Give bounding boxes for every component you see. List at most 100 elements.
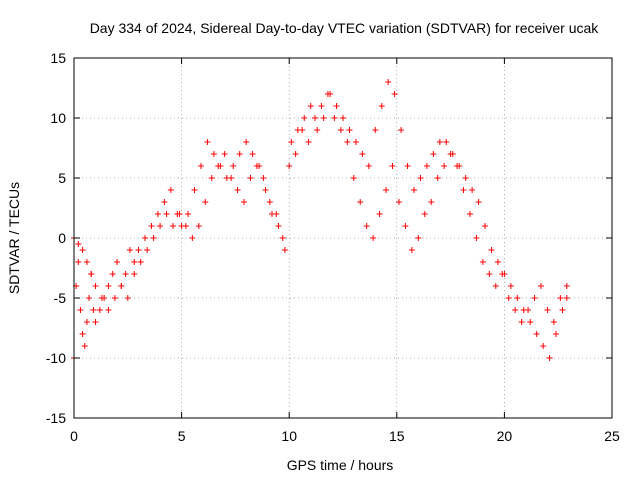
data-point: [230, 163, 237, 169]
data-point: [499, 271, 506, 277]
data-point: [273, 211, 280, 217]
data-point: [92, 319, 99, 325]
data-point: [281, 247, 288, 253]
data-point: [376, 211, 383, 217]
data-point: [142, 235, 149, 241]
data-point: [346, 127, 353, 133]
data-point: [243, 139, 250, 145]
data-point: [415, 235, 422, 241]
data-point: [98, 295, 105, 301]
data-point: [148, 223, 155, 229]
data-point: [475, 199, 482, 205]
data-point: [301, 115, 308, 121]
data-point: [92, 283, 99, 289]
data-point: [385, 79, 392, 85]
data-point: [169, 223, 176, 229]
data-point: [292, 151, 299, 157]
data-point: [469, 187, 476, 193]
y-tick-label: -15: [46, 410, 66, 426]
data-point: [531, 295, 538, 301]
data-point: [320, 115, 327, 121]
data-point: [208, 175, 215, 181]
data-point: [370, 235, 377, 241]
data-point: [357, 199, 364, 205]
data-point: [473, 235, 480, 241]
data-point: [559, 307, 566, 313]
data-point: [249, 151, 256, 157]
y-tick-label: 0: [58, 230, 66, 246]
data-point: [236, 151, 243, 157]
data-point: [105, 307, 112, 313]
y-tick-label: -10: [46, 350, 66, 366]
data-point: [312, 115, 319, 121]
axis-ticks: 0 5 10 15 20 25 -15 -10 -5 0 5 10 15: [46, 50, 620, 444]
data-point: [286, 163, 293, 169]
data-point: [124, 295, 131, 301]
data-point: [318, 103, 325, 109]
data-point: [118, 283, 125, 289]
data-point: [111, 295, 118, 301]
data-point: [447, 151, 454, 157]
data-point: [479, 259, 486, 265]
data-point: [161, 199, 168, 205]
data-point: [77, 307, 84, 313]
data-point: [389, 163, 396, 169]
data-point: [436, 139, 443, 145]
data-point: [299, 127, 306, 133]
data-point: [288, 139, 295, 145]
data-point: [505, 295, 512, 301]
data-point: [441, 163, 448, 169]
data-point: [109, 271, 116, 277]
data-point: [486, 271, 493, 277]
data-point: [557, 295, 564, 301]
data-point: [460, 187, 467, 193]
data-point: [167, 187, 174, 193]
x-tick-label: 0: [70, 428, 78, 444]
data-point: [75, 241, 82, 247]
grid-lines: [74, 58, 612, 418]
data-point: [79, 331, 86, 337]
data-point: [90, 307, 97, 313]
data-point: [247, 175, 254, 181]
data-point: [215, 163, 222, 169]
data-point: [544, 307, 551, 313]
data-point: [114, 259, 121, 265]
data-point: [266, 199, 273, 205]
data-point: [137, 259, 144, 265]
data-point: [305, 139, 312, 145]
data-point: [154, 211, 161, 217]
data-point: [191, 187, 198, 193]
data-point: [421, 211, 428, 217]
data-point: [241, 199, 248, 205]
data-point: [563, 283, 570, 289]
data-point: [96, 307, 103, 313]
y-tick-label: 5: [58, 170, 66, 186]
x-tick-label: 20: [497, 428, 513, 444]
data-point: [340, 115, 346, 121]
data-point: [163, 211, 170, 217]
data-point: [533, 331, 540, 337]
data-point: [88, 271, 95, 277]
data-point: [228, 175, 235, 181]
y-tick-label: 10: [50, 110, 66, 126]
data-point: [443, 139, 450, 145]
data-point: [383, 187, 390, 193]
data-point: [344, 139, 351, 145]
data-point: [157, 223, 164, 229]
data-point: [411, 187, 418, 193]
data-point: [417, 175, 424, 181]
data-point: [540, 343, 547, 349]
y-axis-label: SDTVAR / TECUs: [6, 182, 22, 294]
data-point: [372, 127, 379, 133]
data-point: [105, 283, 112, 289]
data-point: [537, 283, 544, 289]
data-point: [331, 115, 338, 121]
data-point: [150, 235, 157, 241]
x-tick-label: 5: [178, 428, 186, 444]
data-point: [83, 319, 90, 325]
data-point: [337, 127, 344, 133]
data-point: [514, 295, 521, 301]
data-point: [182, 223, 189, 229]
data-point: [527, 319, 534, 325]
